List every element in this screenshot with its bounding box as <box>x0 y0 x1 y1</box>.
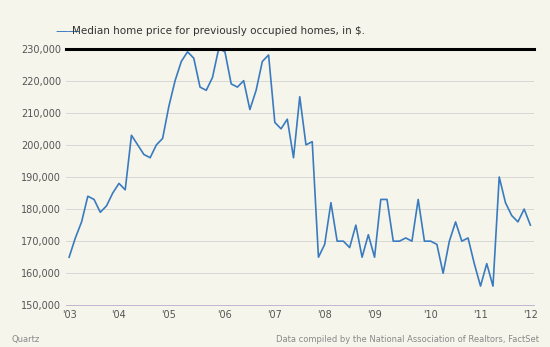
Text: ——: —— <box>55 25 80 38</box>
Text: Data compiled by the National Association of Realtors, FactSet: Data compiled by the National Associatio… <box>276 335 539 344</box>
Text: Quartz: Quartz <box>11 335 39 344</box>
Text: Median home price for previously occupied homes, in $.: Median home price for previously occupie… <box>72 26 365 35</box>
